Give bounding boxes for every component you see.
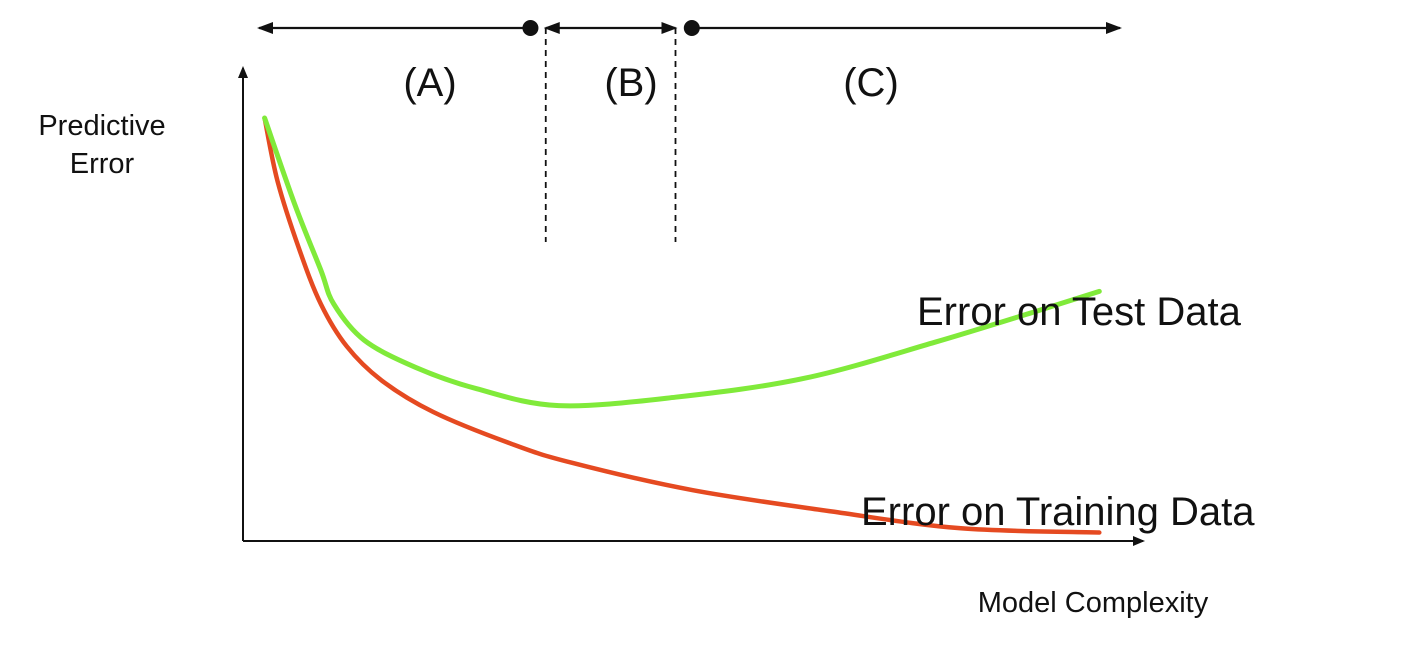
region-label-c: (C) xyxy=(843,61,899,105)
series-training-error-label: Error on Training Data xyxy=(861,490,1255,534)
series-training-error-line xyxy=(262,115,1102,535)
y-axis-label-line1: Predictive xyxy=(38,110,165,142)
series-test-error-line xyxy=(262,115,1102,409)
region-label-b: (B) xyxy=(604,61,657,105)
series-labels: Error on Test Data Error on Training Data xyxy=(861,290,1255,534)
region-markers xyxy=(257,20,1122,242)
y-axis-label-line2: Error xyxy=(70,148,135,180)
region-labels: (A) (B) (C) xyxy=(403,61,898,105)
axes xyxy=(238,66,1145,546)
region-label-a: (A) xyxy=(403,61,456,105)
series-lines xyxy=(262,115,1102,535)
region-c-start-dot xyxy=(683,20,700,36)
x-axis-label: Model Complexity xyxy=(978,587,1209,619)
region-a-endpoint-dot xyxy=(522,20,539,36)
series-test-error-label: Error on Test Data xyxy=(917,290,1242,334)
